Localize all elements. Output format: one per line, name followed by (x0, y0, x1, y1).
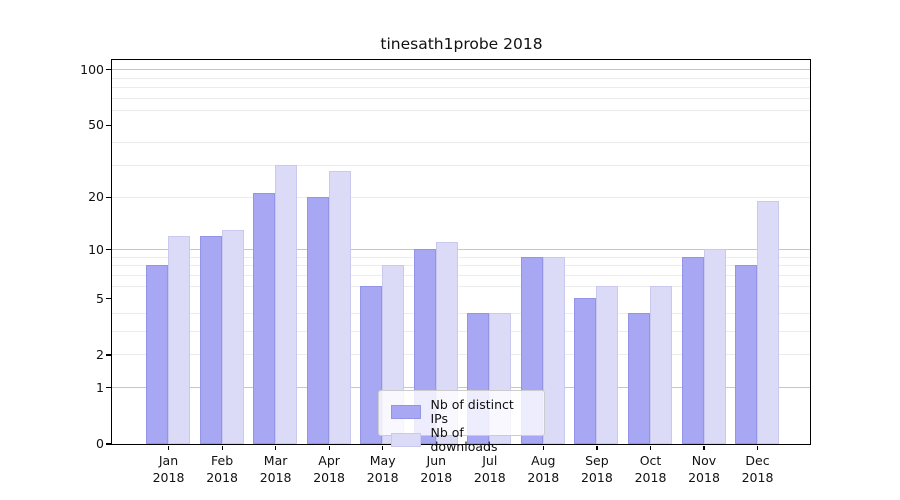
x-tick-mark (703, 445, 705, 450)
x-tick-label: Jun 2018 (420, 453, 453, 485)
y-tick-mark (105, 249, 111, 251)
gridline-minor (111, 97, 810, 99)
plot-area: Nb of distinct IPs Nb of downloads (110, 58, 811, 453)
x-tick-label: Feb 2018 (206, 453, 238, 485)
x-tick-label: Jan 2018 (152, 453, 185, 485)
legend-swatch-downloads (390, 432, 421, 447)
legend: Nb of distinct IPs Nb of downloads (377, 389, 545, 453)
x-tick-label: Apr 2018 (313, 453, 345, 485)
y-tick-label: 10 (88, 241, 104, 257)
bar-downloads-apr (328, 170, 351, 444)
gridline-major (111, 69, 810, 71)
bar-distinct-ips-mar (253, 192, 276, 444)
y-tick-label: 2 (96, 346, 104, 362)
x-tick-label: Oct 2018 (634, 453, 667, 485)
bar-distinct-ips-feb (199, 235, 222, 444)
y-tick-mark (105, 354, 111, 356)
x-tick-mark (328, 445, 330, 450)
bar-downloads-oct (650, 285, 672, 444)
gridline-minor (111, 354, 810, 356)
legend-label-distinct-ips: Nb of distinct IPs (430, 396, 514, 426)
y-tick-mark (105, 387, 111, 389)
bar-distinct-ips-jan (146, 265, 168, 444)
chart-title: tinesath1probe 2018 (380, 35, 543, 53)
y-tick-label: 0 (96, 436, 104, 451)
x-tick-mark (167, 445, 170, 450)
bar-distinct-ips-may (360, 285, 383, 444)
y-tick-mark (105, 196, 111, 198)
gridline-minor (111, 142, 810, 144)
gridline-minor (111, 265, 810, 267)
x-tick-label: Sep 2018 (580, 453, 613, 485)
gridline-major (111, 249, 810, 251)
gridline-minor (111, 313, 810, 314)
gridline-minor (111, 110, 810, 112)
legend-label-downloads: Nb of downloads (430, 424, 498, 454)
x-tick-mark (596, 445, 598, 450)
bar-distinct-ips-nov (681, 256, 704, 444)
x-tick-label: May 2018 (366, 453, 399, 485)
x-tick-label: Dec 2018 (741, 453, 774, 485)
gridline-minor (111, 87, 810, 89)
y-tick-label: 50 (88, 117, 104, 133)
gridline-minor (111, 77, 810, 79)
gridline-minor (111, 274, 810, 276)
y-tick-mark (105, 298, 111, 300)
bar-distinct-ips-dec (735, 265, 757, 444)
x-tick-mark (649, 445, 652, 450)
bar-distinct-ips-sep (574, 298, 597, 444)
legend-entry-distinct-ips: Nb of distinct IPs (390, 396, 534, 426)
y-tick-mark (105, 124, 111, 126)
y-tick-label: 20 (88, 189, 104, 205)
x-tick-label: Aug 2018 (527, 453, 560, 485)
gridline-minor (111, 196, 810, 198)
x-tick-mark (756, 445, 759, 450)
bar-downloads-aug (542, 256, 565, 444)
bar-downloads-sep (596, 285, 619, 444)
bar-downloads-mar (275, 165, 298, 444)
y-tick-label: 100 (80, 61, 104, 77)
bar-distinct-ips-oct (628, 313, 650, 444)
bar-downloads-nov (703, 249, 726, 444)
bar-distinct-ips-apr (306, 196, 329, 444)
x-tick-mark (275, 445, 277, 450)
x-tick-mark (489, 445, 491, 450)
gridline-major (111, 387, 810, 389)
y-tick-label: 1 (96, 379, 104, 395)
y-tick-mark (105, 69, 111, 71)
bar-downloads-jan (168, 235, 190, 444)
x-tick-mark (542, 445, 544, 450)
gridline-minor (111, 165, 810, 167)
gridline-minor (111, 285, 810, 287)
y-tick-mark (105, 443, 111, 445)
legend-entry-downloads: Nb of downloads (390, 424, 534, 454)
x-tick-mark (382, 445, 384, 450)
y-tick-label: 5 (96, 290, 104, 306)
bar-downloads-dec (757, 200, 779, 444)
x-tick-label: Mar 2018 (259, 453, 292, 485)
x-tick-mark (435, 445, 437, 450)
gridline-minor (111, 256, 810, 258)
x-tick-label: Nov 2018 (688, 453, 720, 485)
bar-downloads-feb (221, 229, 244, 444)
gridline-minor (111, 331, 810, 333)
x-tick-label: Jul 2018 (473, 453, 506, 485)
x-tick-mark (221, 445, 223, 450)
legend-swatch-distinct-ips (390, 404, 421, 419)
